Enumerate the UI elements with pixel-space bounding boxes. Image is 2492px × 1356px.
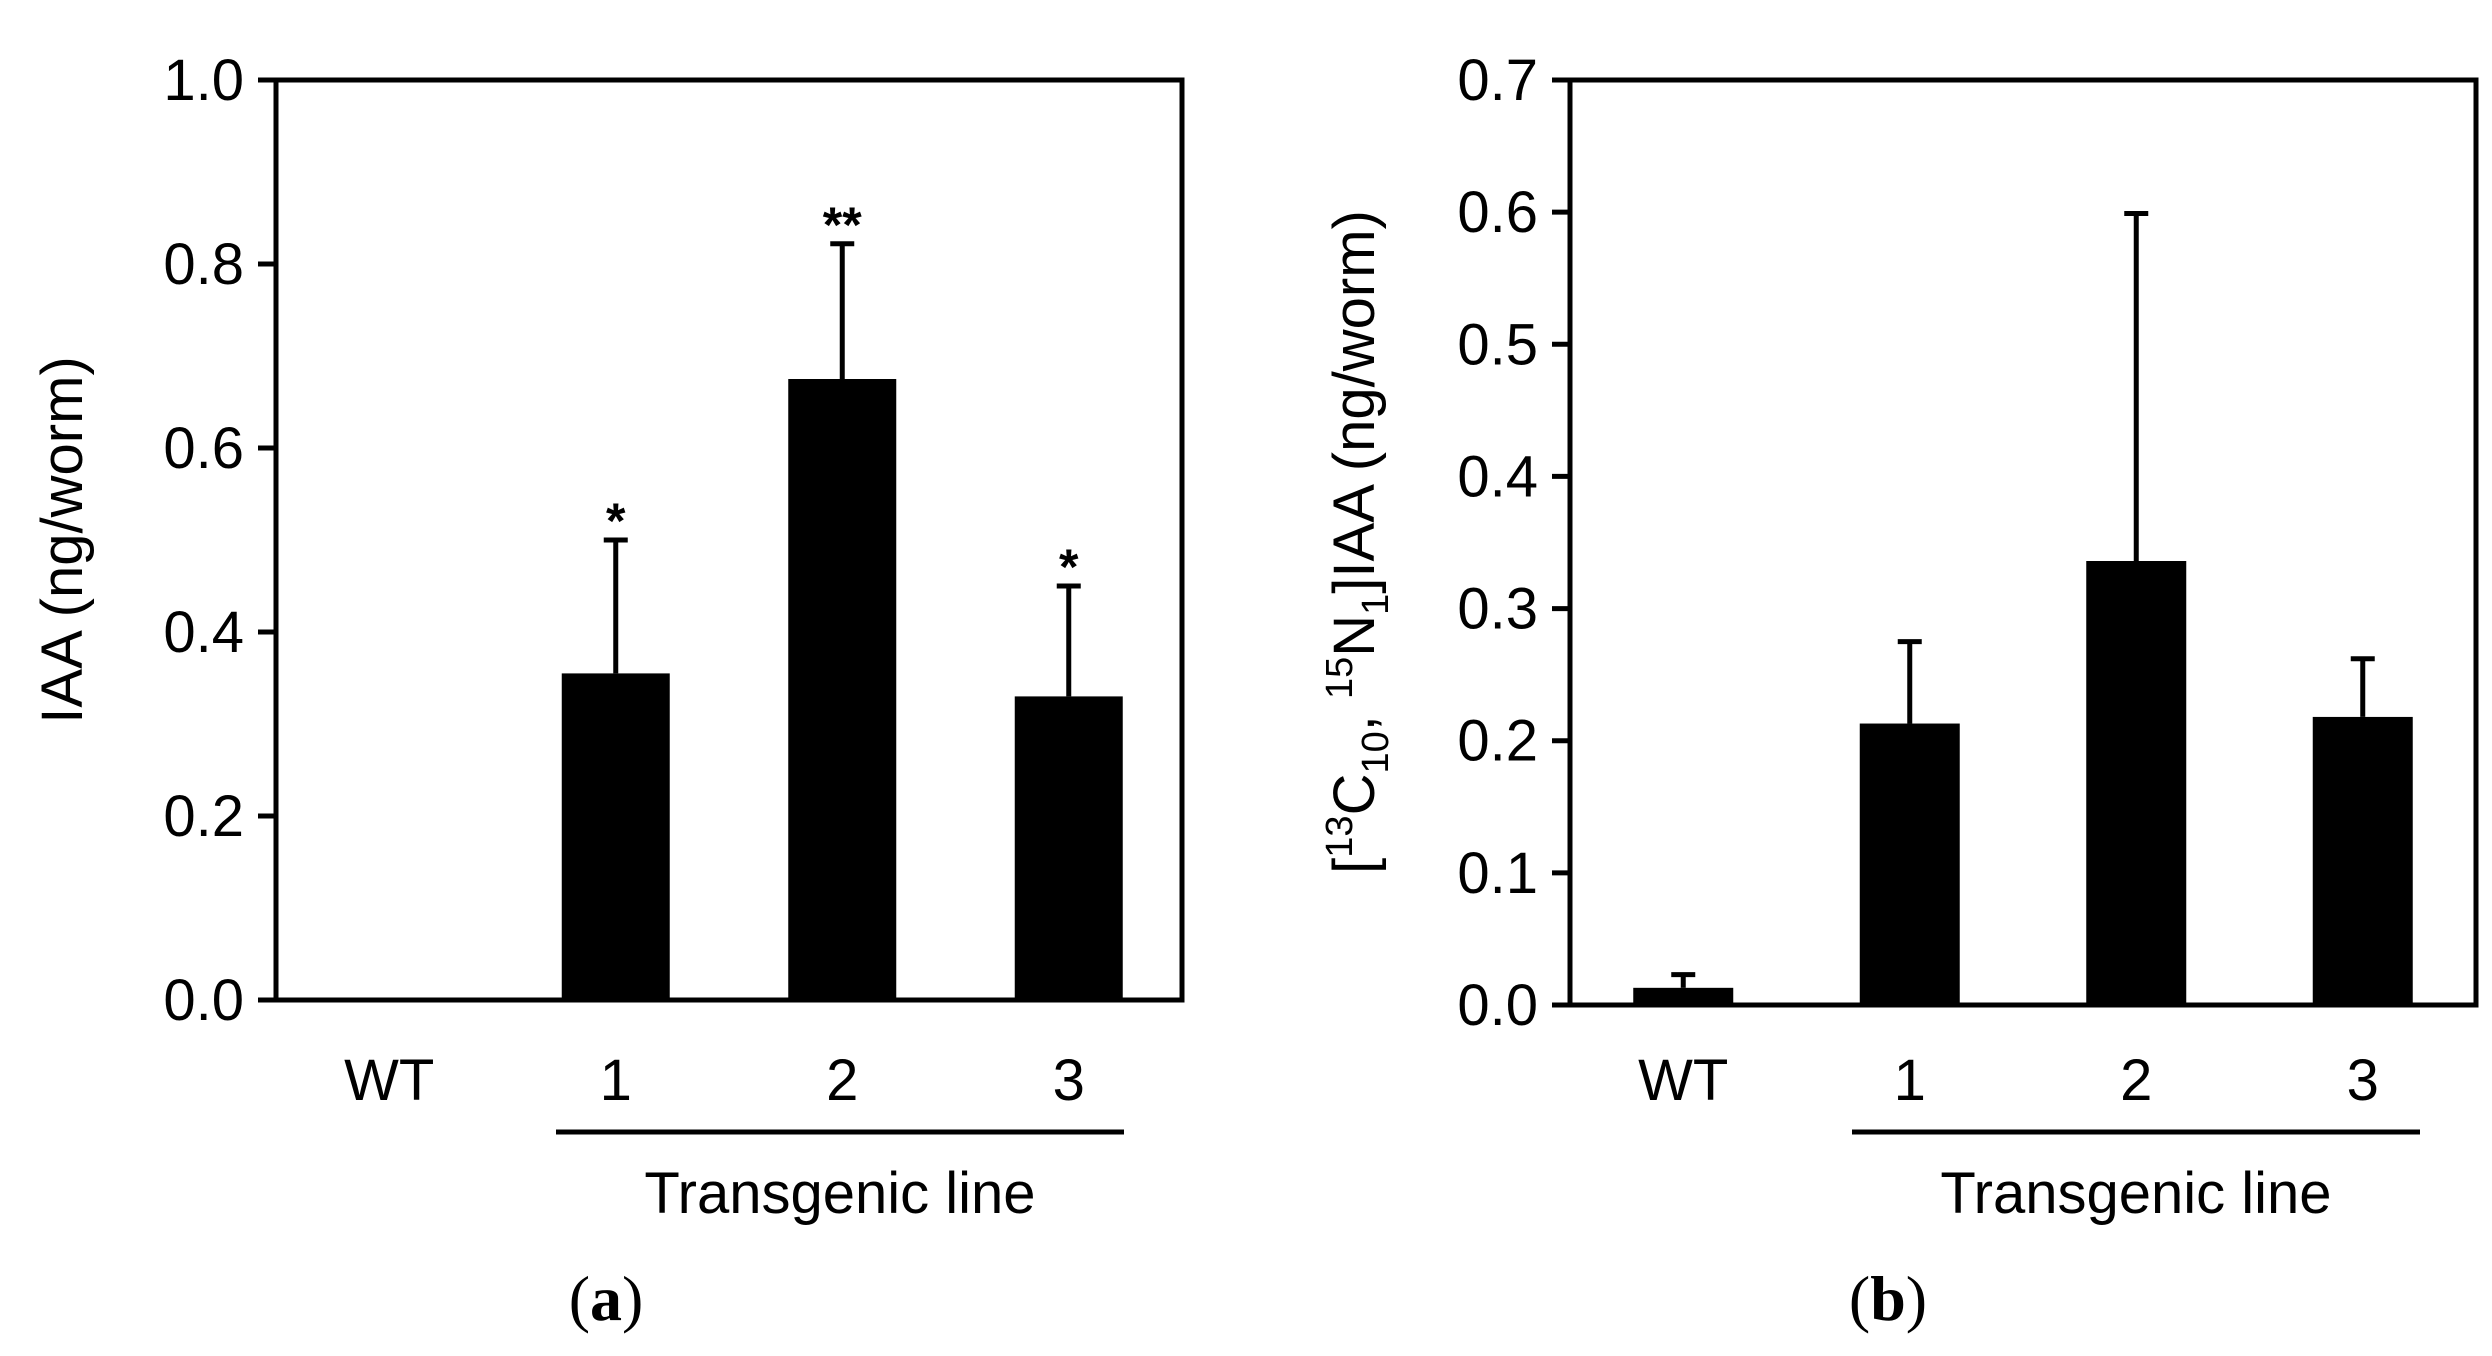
x-tick-label: 2: [2120, 1048, 2152, 1113]
panel-a-x-axis: WT 1 2 3: [344, 1048, 1085, 1113]
panel-a-bars: ****: [561, 197, 1123, 1000]
panel-b-chart: 0.0 0.1 0.2 0.3 0.4 0.5 0.6 0.7 WT 1 2 3 [13C10, 1…: [1319, 48, 2479, 1334]
y-tick-label: 0.2: [163, 784, 244, 849]
y-tick-label: 0.7: [1457, 48, 1538, 113]
significance-marker: **: [823, 197, 862, 253]
y-tick-label: 0.1: [1457, 841, 1538, 906]
panel-a-y-axis-title: IAA (ng/worm): [30, 356, 95, 723]
bar: [1014, 696, 1123, 1000]
y-tick-label: 0.3: [1457, 577, 1538, 642]
x-tick-label: 2: [826, 1048, 858, 1113]
x-tick-label: WT: [344, 1048, 434, 1113]
significance-marker: *: [606, 493, 626, 549]
panel-a-y-axis: 0.0 0.2 0.4 0.6 0.8 1.0: [163, 48, 276, 1033]
y-tick-label: 0.6: [1457, 180, 1538, 245]
x-tick-label: 3: [1053, 1048, 1085, 1113]
y-tick-label: 0.8: [163, 232, 244, 297]
bar: [561, 673, 670, 1000]
significance-marker: *: [1059, 539, 1079, 595]
y-tick-label: 0.0: [1457, 973, 1538, 1038]
y-tick-label: 1.0: [163, 48, 244, 113]
bar: [2086, 561, 2187, 1005]
bar: [788, 379, 897, 1000]
panel-b-y-axis: 0.0 0.1 0.2 0.3 0.4 0.5 0.6 0.7: [1457, 48, 1570, 1038]
bar: [1859, 723, 1960, 1005]
bar: [1633, 987, 1734, 1005]
x-tick-label: 1: [1894, 1048, 1926, 1113]
y-tick-label: 0.6: [163, 416, 244, 481]
x-tick-label: 1: [600, 1048, 632, 1113]
panel-b-y-axis-title: [13C10, 15N1]IAA (ng/worm): [1319, 210, 1397, 874]
y-tick-label: 0.4: [163, 600, 244, 665]
panel-b-plot-area: [1567, 77, 2479, 1008]
panel-a-group-label: Transgenic line: [644, 1161, 1035, 1226]
panel-b-x-axis: WT 1 2 3: [1638, 1048, 2379, 1113]
bar: [2312, 716, 2413, 1005]
panel-a-label: (a): [569, 1263, 644, 1334]
panel-a-plot-area: [273, 77, 1185, 1003]
y-tick-label: 0.2: [1457, 709, 1538, 774]
x-tick-label: 3: [2347, 1048, 2379, 1113]
panel-b-label: (b): [1849, 1263, 1927, 1334]
panel-b-bars: [1633, 210, 2413, 1005]
panel-a-chart: 0.00.20.40.60.81.0 **** WT 1 2 3 IAA (ng/wo…: [30, 48, 1185, 1334]
panel-b-group-label: Transgenic line: [1940, 1161, 2331, 1226]
y-tick-label: 0.0: [163, 968, 244, 1033]
y-tick-label: 0.4: [1457, 444, 1538, 509]
x-tick-label: WT: [1638, 1048, 1728, 1113]
y-tick-label: 0.5: [1457, 312, 1538, 377]
